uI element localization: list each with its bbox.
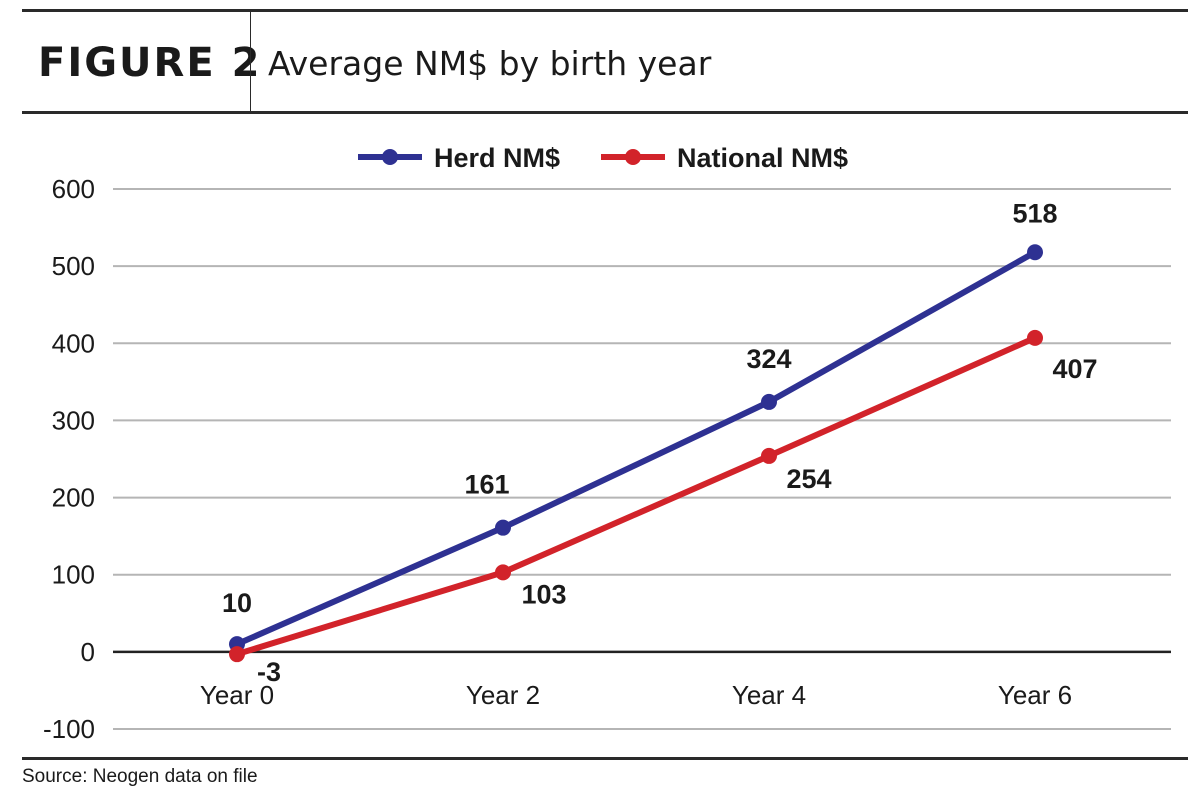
data-label: 103: [521, 579, 566, 609]
legend-label: National NM$: [677, 143, 848, 173]
series-national-line: [236, 335, 1037, 658]
series-national-point: [495, 564, 511, 581]
y-tick-label: -100: [43, 714, 95, 744]
x-tick-label: Year 0: [200, 680, 274, 710]
legend-marker: [382, 149, 398, 165]
legend-marker: [625, 149, 641, 165]
data-label: 324: [746, 344, 791, 374]
grid-lines: [113, 188, 1171, 730]
figure-label: FIGURE 2: [38, 40, 262, 86]
y-tick-label: 200: [52, 483, 95, 513]
series-herd-point: [761, 393, 777, 410]
series-herd-point: [495, 519, 511, 536]
x-tick-label: Year 2: [466, 680, 540, 710]
data-label: 254: [786, 464, 831, 494]
source-note: Source: Neogen data on file: [22, 766, 258, 787]
legend-label: Herd NM$: [434, 143, 560, 173]
y-tick-label: 100: [52, 560, 95, 590]
legend: Herd NM$ National NM$: [358, 143, 848, 173]
y-tick-label: 300: [52, 405, 95, 435]
footer-rule: [22, 757, 1188, 760]
series-lines: [229, 244, 1043, 663]
series-national-point: [1027, 329, 1043, 346]
series-herd-point: [1027, 244, 1043, 261]
y-tick-label: 500: [52, 251, 95, 281]
data-label: 407: [1052, 354, 1097, 384]
series-national-point: [761, 447, 777, 464]
x-tick-label: Year 6: [998, 680, 1072, 710]
y-tick-label: 400: [52, 328, 95, 358]
y-axis-tick-labels: 600 500 400 300 200 100 0 -100: [43, 174, 95, 744]
data-label: 161: [464, 470, 509, 500]
series-herd-line: [235, 249, 1037, 647]
x-tick-label: Year 4: [732, 680, 806, 710]
header-bottom-rule: [22, 111, 1188, 114]
data-labels: 10 161 324 518 -3 103 254 407: [222, 198, 1098, 687]
header-top-rule: [22, 9, 1188, 12]
x-axis-tick-labels: Year 0 Year 2 Year 4 Year 6: [200, 680, 1072, 710]
data-label: 518: [1012, 198, 1057, 228]
header-divider: [250, 12, 251, 111]
y-tick-label: 0: [81, 637, 95, 667]
y-tick-label: 600: [52, 174, 95, 204]
data-label: -3: [257, 657, 281, 687]
series-national-point: [229, 646, 245, 663]
figure-title: Average NM$ by birth year: [268, 44, 712, 83]
data-label: 10: [222, 588, 252, 618]
